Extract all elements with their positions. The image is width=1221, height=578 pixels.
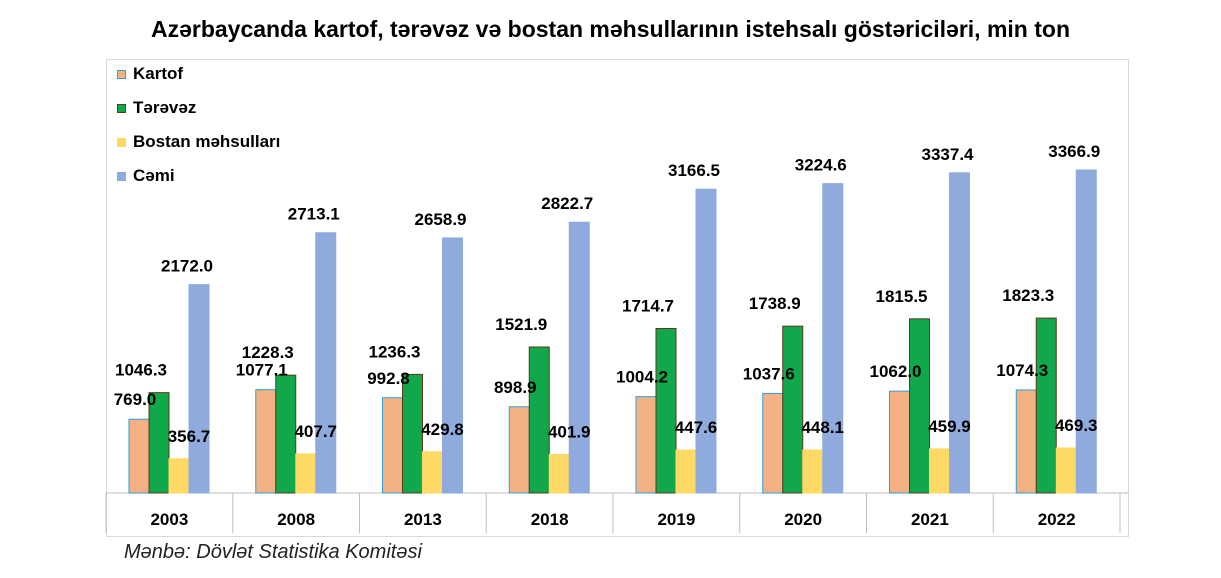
data-label: 3366.9 bbox=[1048, 142, 1100, 161]
data-label: 769.0 bbox=[114, 390, 157, 409]
bar-kartof bbox=[889, 390, 910, 494]
data-label: 2822.7 bbox=[541, 194, 593, 213]
data-label: 1046.3 bbox=[115, 361, 167, 380]
bar-cemi bbox=[442, 237, 463, 494]
source-note: Mənbə: Dövlət Statistika Komitəsi bbox=[124, 541, 422, 563]
bar-bostan bbox=[422, 451, 443, 494]
bar-cemi bbox=[822, 183, 844, 494]
data-label: 1236.3 bbox=[369, 342, 421, 361]
legend-swatch bbox=[117, 138, 126, 147]
data-label: 1062.0 bbox=[870, 362, 922, 381]
bar-cemi bbox=[949, 172, 970, 494]
legend-label: Cəmi bbox=[133, 166, 175, 185]
x-tick-label: 2021 bbox=[911, 510, 949, 529]
data-label: 447.6 bbox=[675, 418, 718, 437]
data-label: 2172.0 bbox=[161, 257, 213, 276]
legend-swatch bbox=[117, 70, 126, 79]
data-label: 898.9 bbox=[494, 378, 537, 397]
data-label: 401.9 bbox=[548, 422, 591, 441]
bar-bostan bbox=[1055, 447, 1077, 494]
data-label: 407.7 bbox=[294, 422, 337, 441]
legend-swatch bbox=[117, 104, 126, 113]
bar-kartof bbox=[128, 418, 150, 494]
x-tick-label: 2022 bbox=[1038, 510, 1076, 529]
bar-terevez bbox=[148, 392, 170, 494]
bar-kartof bbox=[635, 396, 657, 494]
bar-kartof bbox=[1015, 389, 1037, 494]
bar-bostan bbox=[168, 458, 190, 494]
legend-label: Tərəvəz bbox=[133, 98, 197, 117]
chart-title: Azərbaycanda kartof, tərəvəz və bostan m… bbox=[150, 16, 1070, 42]
data-label: 1714.7 bbox=[622, 297, 674, 316]
data-label: 3337.4 bbox=[922, 145, 975, 164]
x-tick-label: 2013 bbox=[404, 510, 442, 529]
chart-frame bbox=[106, 59, 1129, 537]
data-label: 469.3 bbox=[1055, 416, 1098, 435]
bar-cemi bbox=[695, 188, 717, 494]
bar-terevez bbox=[528, 346, 550, 494]
bar-kartof bbox=[382, 397, 403, 494]
legend-swatch bbox=[117, 172, 126, 181]
bar-kartof bbox=[762, 392, 784, 494]
bar-bostan bbox=[802, 449, 824, 494]
bar-terevez bbox=[1035, 317, 1057, 494]
bar-bostan bbox=[675, 449, 697, 494]
legend-label: Bostan məhsulları bbox=[133, 132, 281, 151]
x-tick-label: 2020 bbox=[784, 510, 822, 529]
bar-cemi bbox=[188, 284, 210, 494]
bar-kartof bbox=[255, 389, 277, 494]
data-label: 1077.1 bbox=[236, 361, 288, 380]
bar-cemi bbox=[568, 221, 590, 494]
bar-bostan bbox=[295, 453, 317, 494]
data-label: 1815.5 bbox=[876, 287, 928, 306]
bar-terevez bbox=[655, 328, 677, 494]
data-label: 1004.2 bbox=[616, 368, 668, 387]
data-label: 1738.9 bbox=[749, 294, 801, 313]
data-label: 3166.5 bbox=[668, 161, 720, 180]
data-label: 1521.9 bbox=[495, 315, 547, 334]
data-label: 992.8 bbox=[367, 369, 410, 388]
bar-terevez bbox=[909, 318, 930, 494]
bar-bostan bbox=[929, 448, 950, 494]
data-label: 1037.6 bbox=[743, 364, 795, 383]
data-label: 1074.3 bbox=[996, 361, 1048, 380]
bar-terevez bbox=[402, 373, 423, 494]
data-label: 2713.1 bbox=[288, 205, 340, 224]
data-label: 2658.9 bbox=[415, 210, 467, 229]
x-tick-label: 2019 bbox=[657, 510, 695, 529]
data-label: 1228.3 bbox=[242, 343, 294, 362]
bar-kartof bbox=[508, 406, 530, 494]
x-tick-label: 2018 bbox=[531, 510, 569, 529]
bar-terevez bbox=[275, 374, 297, 494]
bar-bostan bbox=[548, 453, 570, 494]
data-label: 448.1 bbox=[801, 418, 844, 437]
legend-label: Kartof bbox=[133, 64, 184, 83]
data-label: 459.9 bbox=[928, 417, 971, 436]
bar-cemi bbox=[315, 232, 337, 494]
bar-terevez bbox=[782, 325, 804, 494]
data-label: 3224.6 bbox=[795, 156, 847, 175]
data-label: 1823.3 bbox=[1002, 286, 1054, 305]
bar-cemi bbox=[1075, 169, 1097, 494]
data-label: 356.7 bbox=[168, 427, 211, 446]
x-tick-label: 2008 bbox=[277, 510, 315, 529]
x-tick-label: 2003 bbox=[150, 510, 188, 529]
data-label: 429.8 bbox=[421, 420, 464, 439]
